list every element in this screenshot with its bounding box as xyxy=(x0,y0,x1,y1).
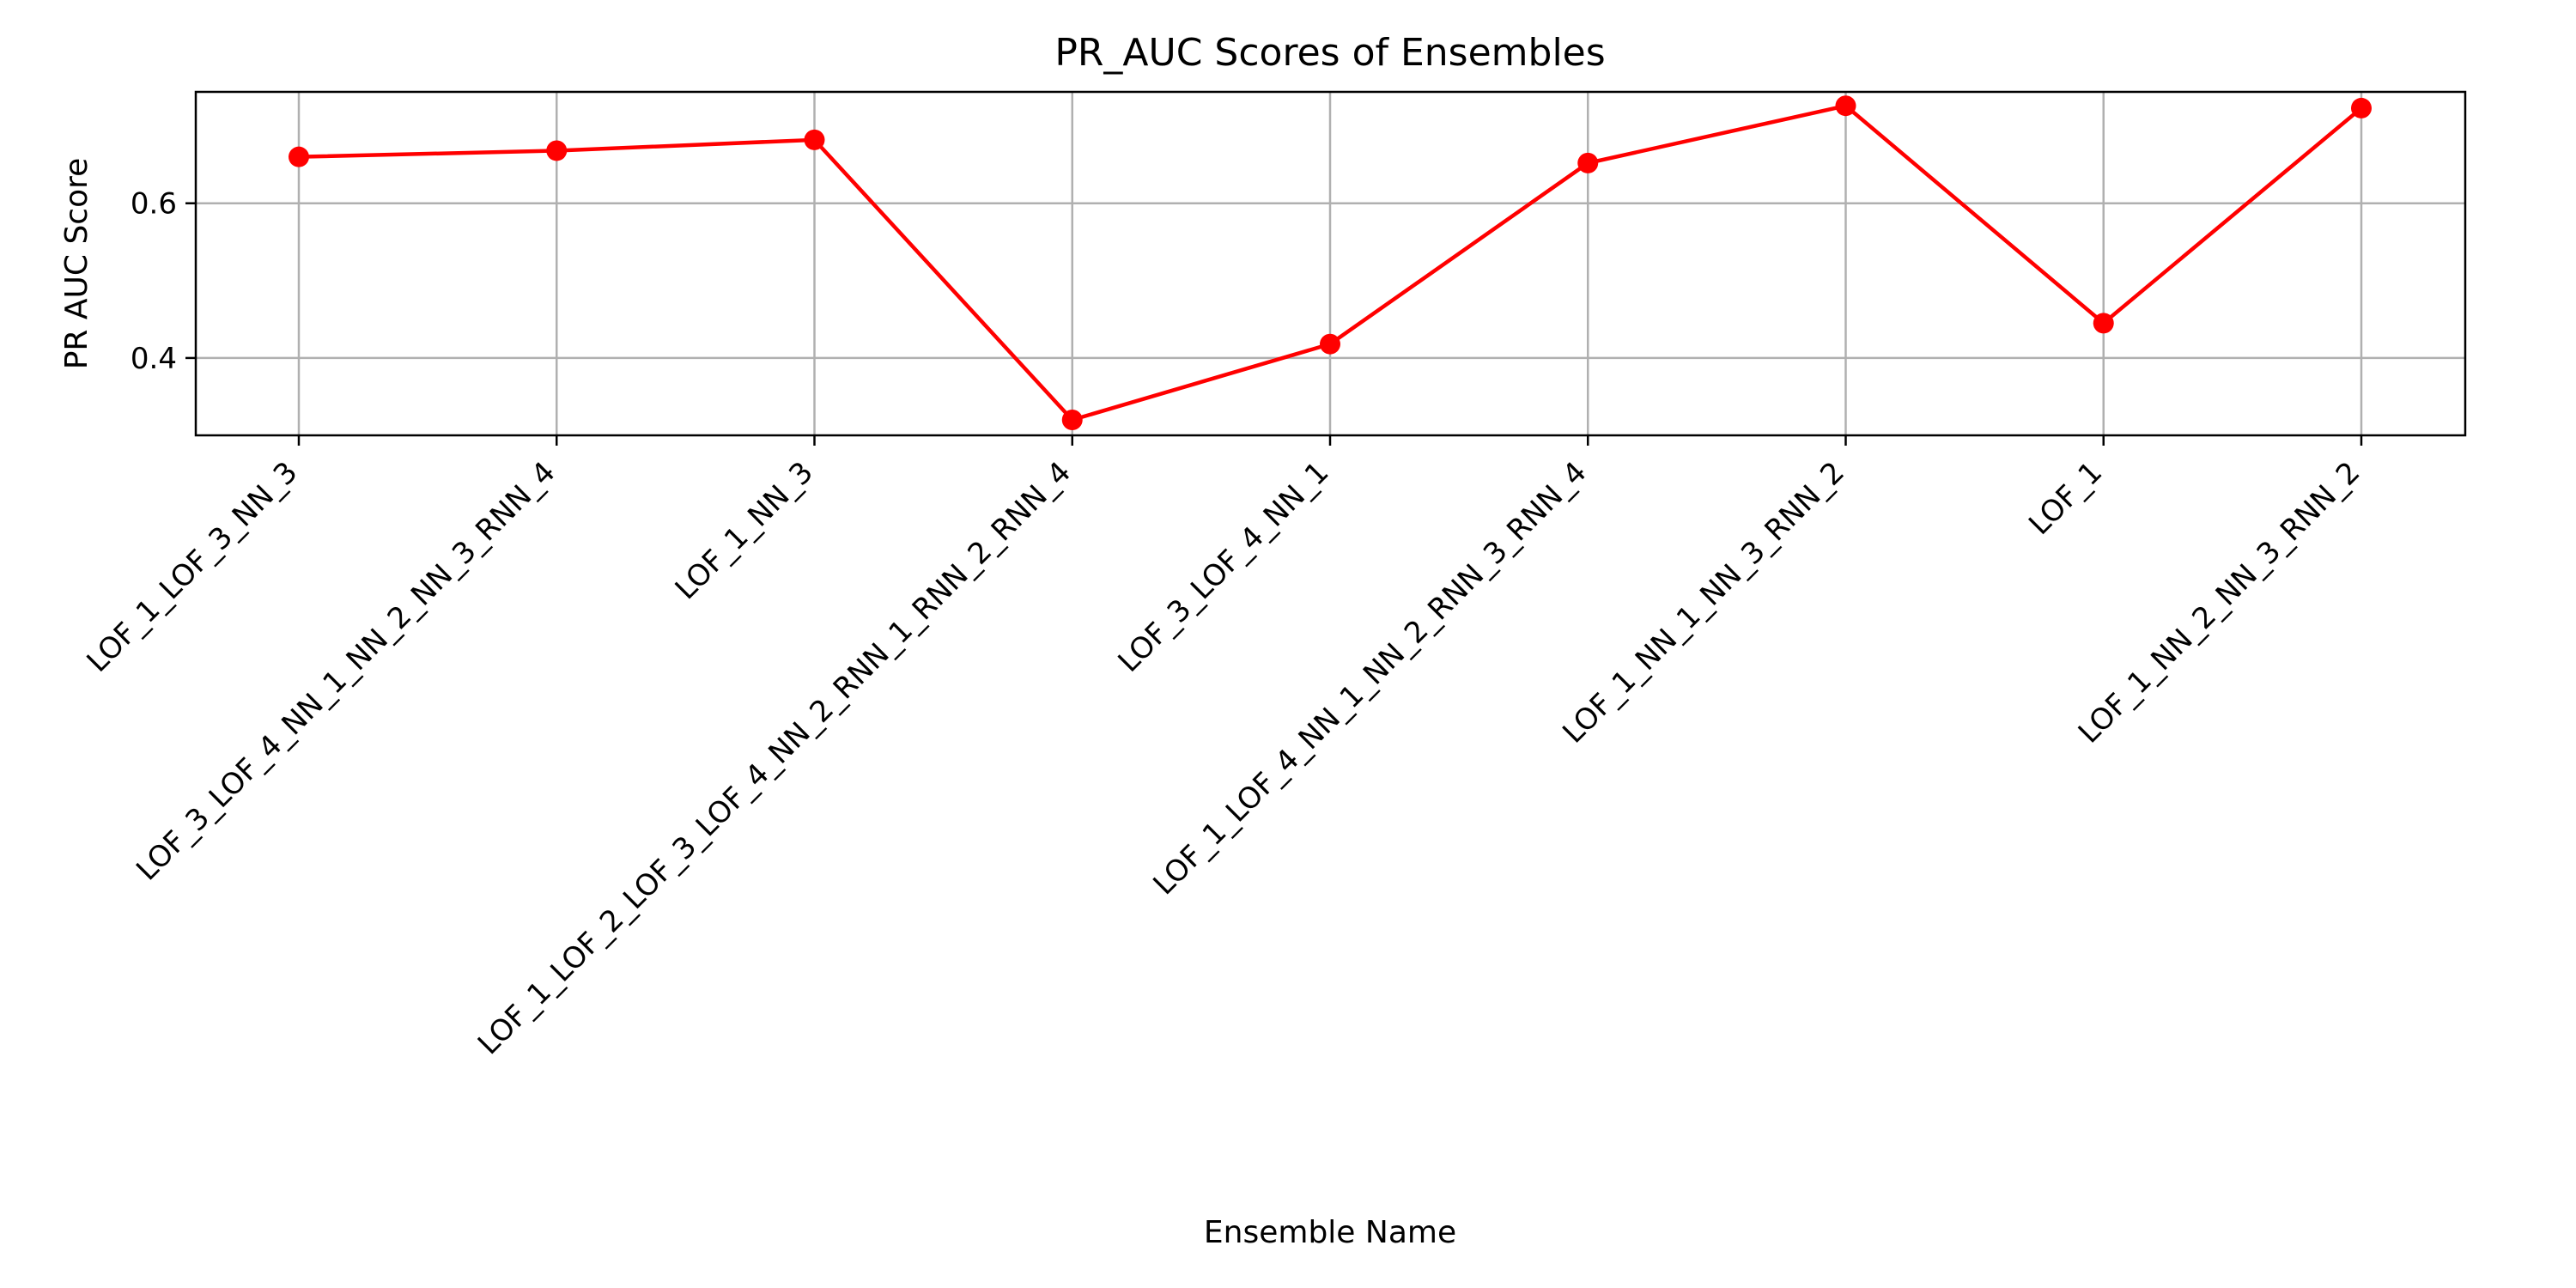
data-point xyxy=(1835,95,1856,117)
y-axis: 0.4 0.6 xyxy=(131,187,196,376)
x-tick-label: LOF_1_LOF_4_NN_1_NN_2_RNN_3_RNN_4 xyxy=(1146,455,1593,902)
x-tick-label: LOF_1_LOF_3_NN_3 xyxy=(81,455,305,679)
y-tick-label: 0.4 xyxy=(131,342,177,376)
y-axis-label: PR AUC Score xyxy=(59,158,94,370)
chart-title: PR_AUC Scores of Ensembles xyxy=(1054,31,1605,75)
x-tick-label: LOF_1_NN_1_NN_3_RNN_2 xyxy=(1556,455,1851,750)
x-tick-label: LOF_1_LOF_2_LOF_3_LOF_4_NN_2_RNN_1_RNN_2… xyxy=(471,455,1078,1061)
data-point xyxy=(1061,409,1083,430)
x-tick-label: LOF_3_LOF_4_NN_1_NN_2_NN_3_RNN_4 xyxy=(130,455,562,887)
y-tick-label: 0.6 xyxy=(131,187,177,222)
x-tick-label: LOF_1_NN_2_NN_3_RNN_2 xyxy=(2072,455,2367,750)
series xyxy=(289,95,2372,430)
x-axis: LOF_1_LOF_3_NN_3LOF_3_LOF_4_NN_1_NN_2_NN… xyxy=(81,435,2367,1061)
data-point xyxy=(2093,313,2114,334)
x-tick-label: LOF_3_LOF_4_NN_1 xyxy=(1112,455,1336,679)
data-point xyxy=(804,129,825,150)
data-point xyxy=(2351,97,2372,118)
data-point xyxy=(1577,152,1599,173)
x-axis-label: Ensemble Name xyxy=(1204,1215,1456,1250)
data-point xyxy=(546,140,568,161)
x-tick-label: LOF_1 xyxy=(2022,455,2109,542)
data-point xyxy=(1320,333,1340,355)
data-point xyxy=(289,146,309,167)
grid xyxy=(196,92,2465,435)
x-tick-label: LOF_1_NN_3 xyxy=(669,455,820,606)
